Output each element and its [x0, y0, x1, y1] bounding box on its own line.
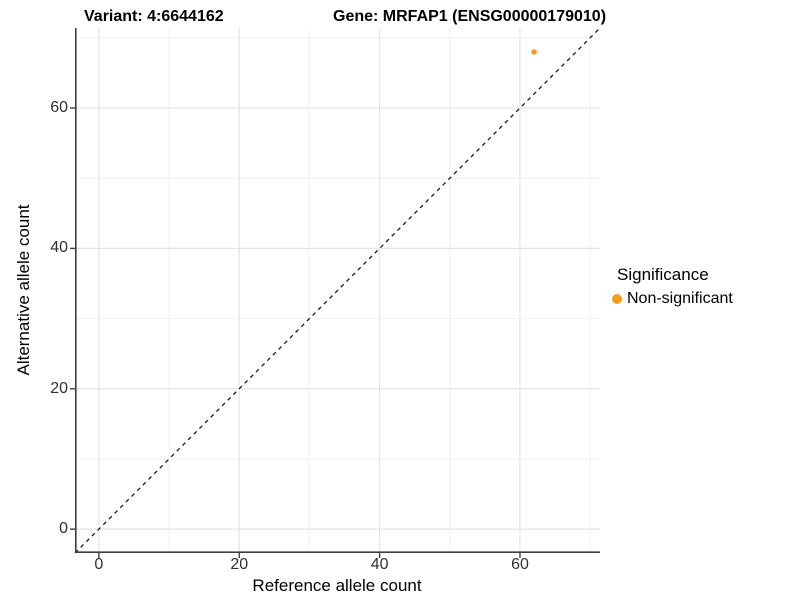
- legend-point-icon: [612, 294, 622, 304]
- y-tick-label: 60: [50, 99, 68, 116]
- figure-title-gene: Gene: MRFAP1 (ENSG00000179010): [333, 8, 607, 25]
- legend: Significance Non-significant: [612, 265, 733, 308]
- y-tick-label: 40: [50, 239, 68, 257]
- data-point: [531, 49, 537, 55]
- y-tick-label: 20: [50, 379, 68, 397]
- x-tick-label: 0: [94, 556, 104, 573]
- plot-panel: [70, 27, 601, 558]
- identity-reference-line: [74, 27, 601, 554]
- x-tick-label: 40: [370, 556, 389, 573]
- scatter-plot-canvas: [70, 27, 601, 558]
- y-axis-title: Alternative allele count: [14, 204, 33, 376]
- legend-entry: Non-significant: [612, 290, 733, 308]
- x-axis-title: Reference allele count: [252, 576, 422, 595]
- figure-title-variant: Variant: 4:6644162: [84, 8, 224, 25]
- x-tick-label: 20: [230, 556, 249, 573]
- legend-label: Non-significant: [627, 290, 733, 307]
- y-tick-label: 0: [59, 520, 68, 538]
- legend-title: Significance: [617, 265, 709, 284]
- x-tick-label: 60: [511, 556, 529, 573]
- legend-entries: Non-significant: [612, 290, 733, 308]
